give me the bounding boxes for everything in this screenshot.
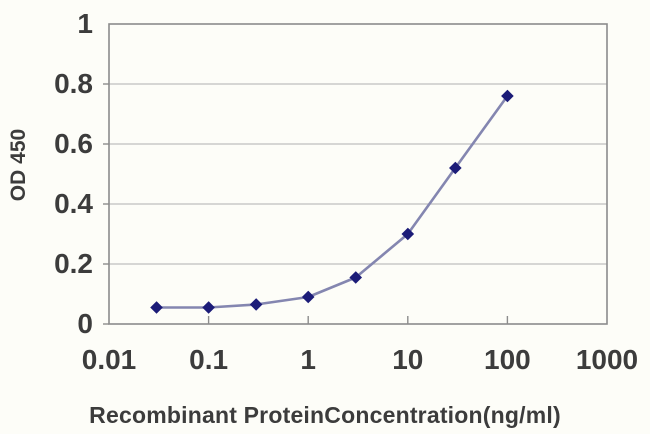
data-point-marker bbox=[501, 89, 514, 103]
x-tick-label: 0.01 bbox=[81, 344, 137, 375]
y-tick-label: 0.4 bbox=[54, 188, 93, 219]
y-tick-label: 0 bbox=[77, 308, 93, 339]
series-line bbox=[155, 94, 509, 309]
data-point-marker bbox=[202, 301, 215, 314]
y-tick-label: 0.8 bbox=[54, 68, 93, 99]
plot-border bbox=[108, 23, 608, 325]
x-tick-label: 10 bbox=[392, 344, 424, 375]
data-point-marker bbox=[401, 227, 415, 241]
data-point-marker bbox=[349, 271, 363, 284]
x-axis-title: Recombinant ProteinConcentration(ng/ml) bbox=[89, 402, 561, 428]
x-tick-label: 1 bbox=[300, 344, 316, 375]
x-tick-label: 1000 bbox=[575, 344, 639, 375]
y-tick-label: 1 bbox=[77, 8, 93, 39]
data-point-marker bbox=[249, 298, 263, 311]
y-tick-label: 0.6 bbox=[54, 128, 93, 159]
x-tick-label: 0.1 bbox=[189, 344, 229, 375]
data-point-marker bbox=[150, 301, 163, 314]
data-point-marker bbox=[301, 290, 315, 304]
data-point-marker bbox=[449, 161, 462, 175]
y-tick-label: 0.2 bbox=[54, 248, 93, 279]
x-tick-label: 100 bbox=[484, 344, 531, 375]
